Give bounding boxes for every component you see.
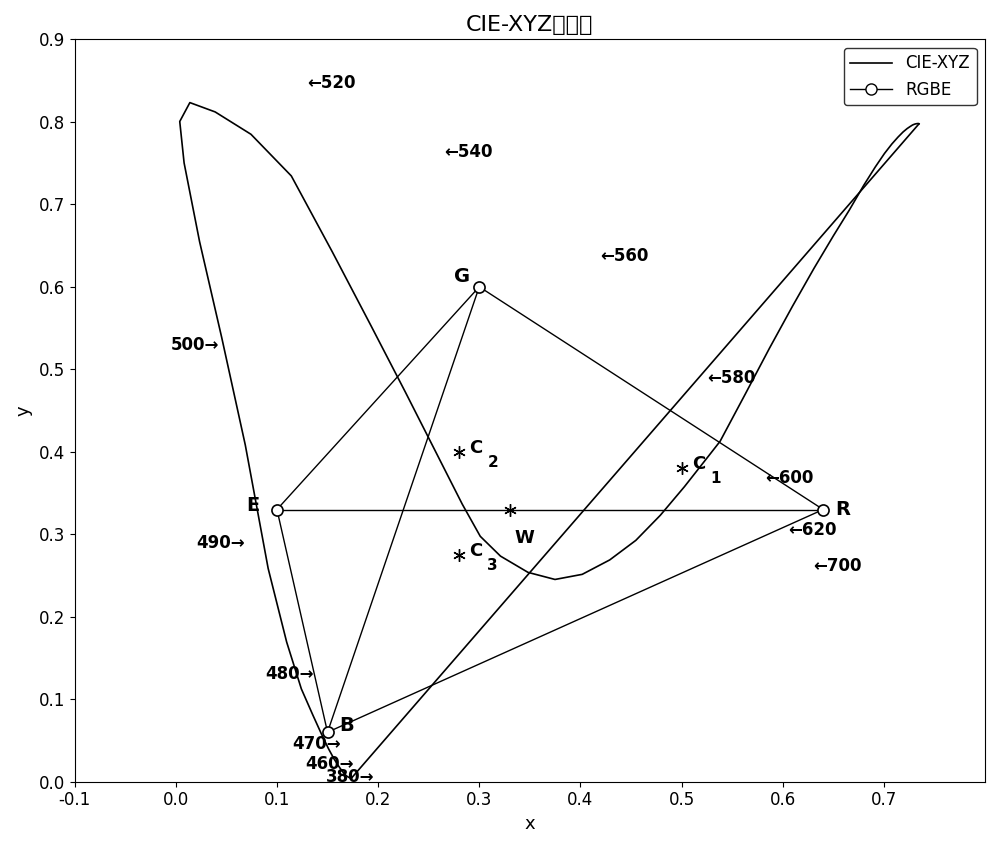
Text: C: C (469, 438, 482, 456)
Text: 3: 3 (487, 558, 498, 573)
Text: 480→: 480→ (265, 666, 313, 683)
Text: ←520: ←520 (307, 74, 356, 92)
Legend: CIE-XYZ, RGBE: CIE-XYZ, RGBE (844, 47, 977, 105)
Text: 490→: 490→ (196, 533, 245, 551)
X-axis label: x: x (525, 815, 535, 833)
Text: G: G (454, 267, 470, 287)
Text: ←560: ←560 (601, 248, 649, 265)
Text: ←600: ←600 (766, 469, 814, 487)
Text: 2: 2 (487, 455, 498, 470)
Text: 380→: 380→ (326, 767, 374, 786)
Text: 460→: 460→ (305, 755, 354, 773)
Text: 470→: 470→ (292, 734, 341, 753)
Text: ←580: ←580 (707, 369, 755, 387)
Text: C: C (692, 455, 705, 473)
Text: ←700: ←700 (813, 556, 862, 575)
Text: 500→: 500→ (171, 336, 219, 354)
Text: C: C (469, 542, 482, 560)
Text: W: W (515, 529, 535, 547)
Text: B: B (340, 716, 354, 735)
Text: 1: 1 (710, 471, 720, 487)
Text: E: E (247, 496, 260, 515)
Text: R: R (835, 500, 850, 519)
Text: ←620: ←620 (788, 522, 836, 539)
Y-axis label: y: y (15, 405, 33, 416)
Text: ←540: ←540 (444, 143, 492, 161)
Title: CIE-XYZ色度图: CIE-XYZ色度图 (466, 15, 594, 35)
